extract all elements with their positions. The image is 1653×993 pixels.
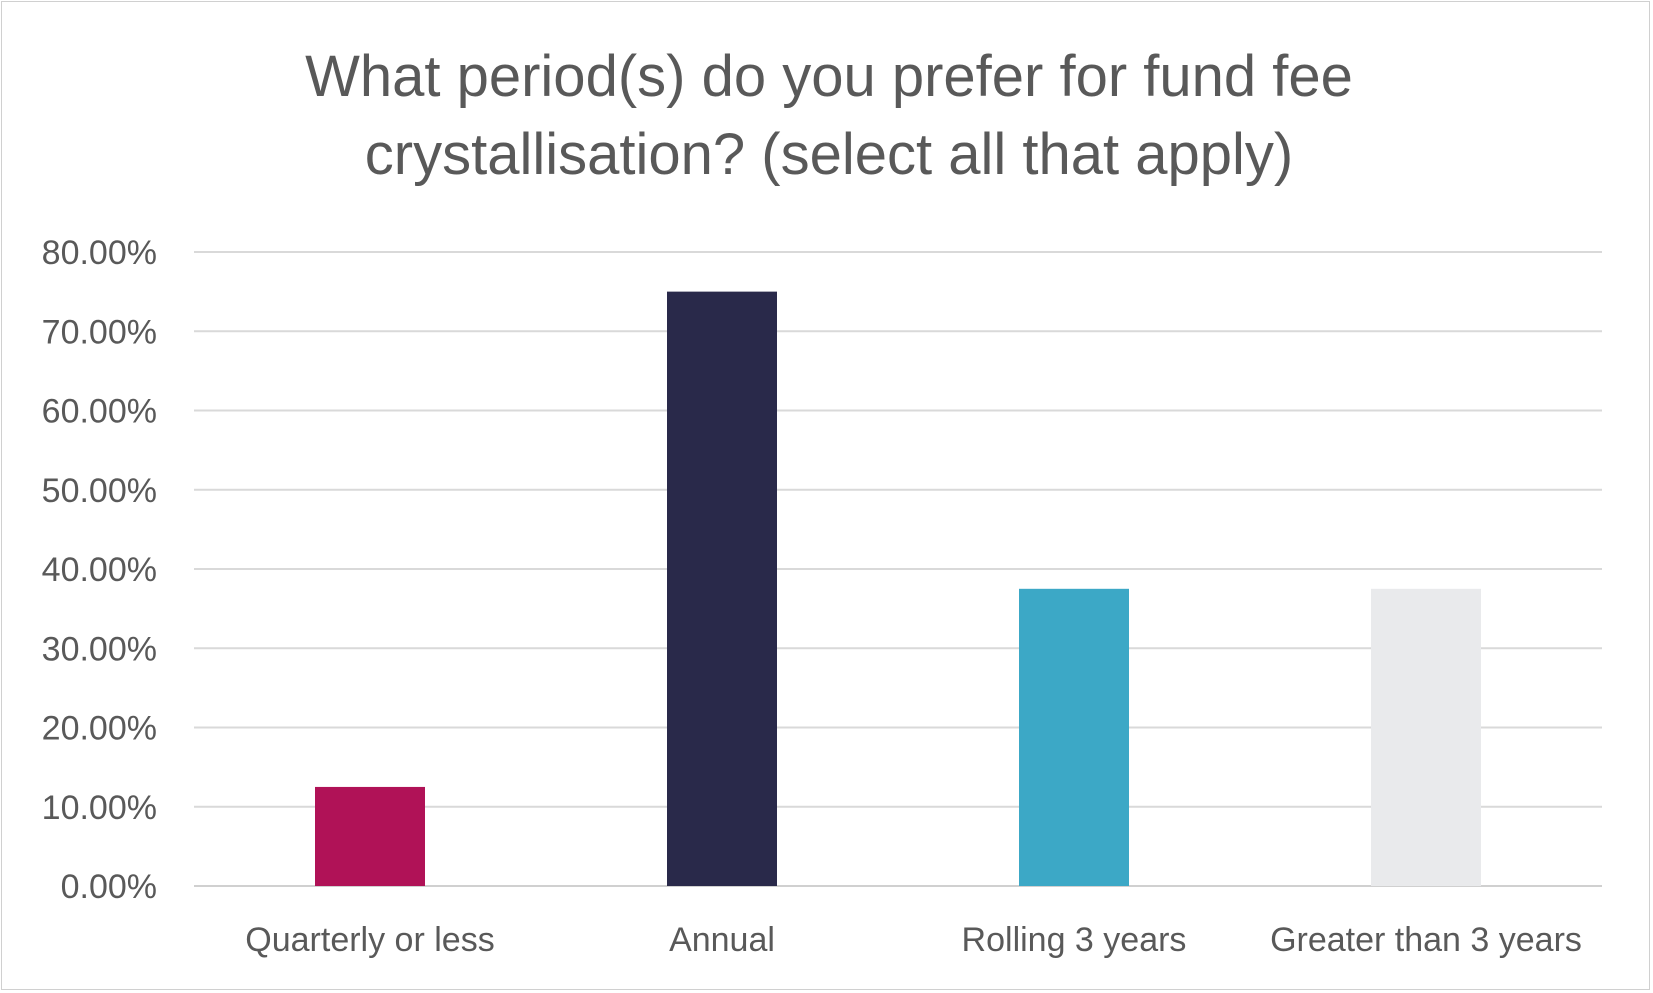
bar-annual [667, 291, 777, 886]
bar-greater-than-3-years [1371, 588, 1481, 886]
y-axis-ticks: 0.00% 10.00% 20.00% 30.00% 40.00% 50.00% 60.00… [42, 234, 157, 906]
x-axis-categories: Quarterly or less Annual Rolling 3 years Gr… [245, 921, 1582, 959]
y-tick-label: 80.00% [42, 234, 157, 272]
bars [315, 291, 1481, 886]
x-category-label: Quarterly or less [245, 921, 494, 959]
y-tick-label: 70.00% [42, 313, 157, 351]
y-tick-label: 30.00% [42, 630, 157, 668]
gridlines [194, 251, 1602, 887]
y-tick-label: 60.00% [42, 393, 157, 431]
x-category-label: Rolling 3 years [962, 921, 1187, 959]
bar-quarterly-or-less [315, 786, 425, 886]
y-tick-label: 10.00% [42, 789, 157, 827]
chart-title-line-2: crystallisation? (select all that apply) [365, 122, 1293, 187]
y-tick-label: 50.00% [42, 472, 157, 510]
bar-rolling-3-years [1019, 588, 1129, 886]
y-tick-label: 20.00% [42, 710, 157, 748]
x-category-label: Greater than 3 years [1270, 921, 1582, 959]
chart-title-line-1: What period(s) do you prefer for fund fe… [305, 44, 1353, 109]
y-tick-label: 0.00% [61, 868, 157, 906]
x-category-label: Annual [669, 921, 775, 959]
y-tick-label: 40.00% [42, 551, 157, 589]
